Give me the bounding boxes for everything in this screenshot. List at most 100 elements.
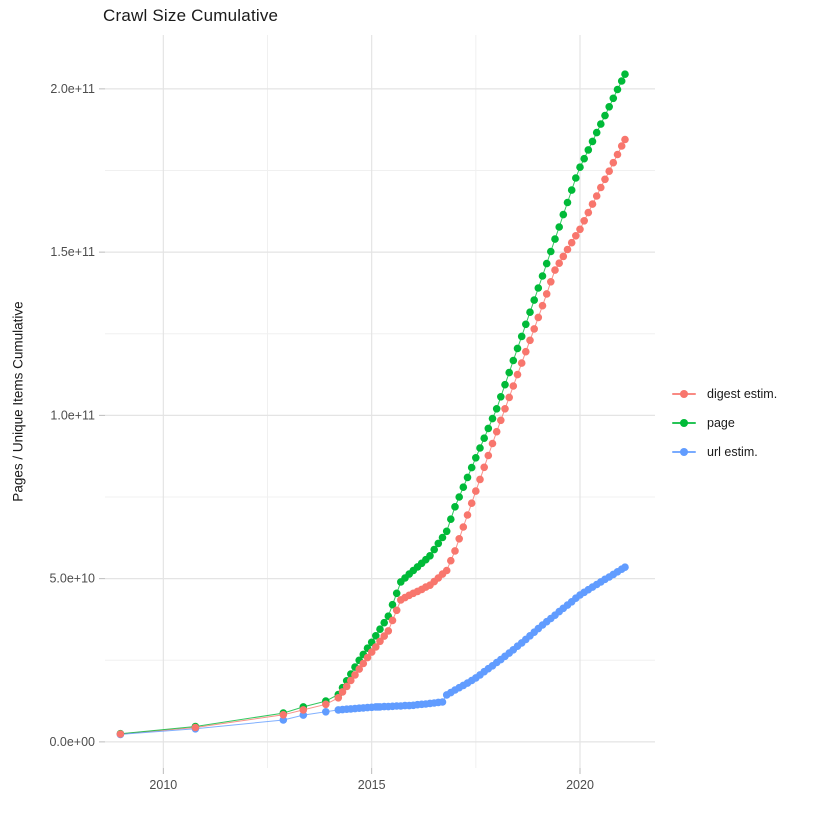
data-point-page: [584, 146, 593, 154]
data-point-digest-estim-: [488, 439, 497, 448]
data-point-digest-estim-: [342, 682, 351, 691]
data-point-page: [567, 186, 576, 194]
data-point-page: [388, 600, 397, 609]
data-point-digest-estim-: [467, 499, 476, 508]
legend-key-dot: [680, 418, 688, 427]
chart-title: Crawl Size Cumulative: [103, 6, 279, 25]
data-point-page: [547, 247, 555, 256]
data-point-digest-estim-: [472, 487, 480, 495]
data-point-digest-estim-: [455, 535, 464, 543]
data-point-page: [488, 414, 497, 423]
data-point-digest-estim-: [347, 676, 355, 685]
data-point-url-estim-: [299, 711, 308, 719]
data-point-page: [609, 94, 618, 103]
data-point-url-estim-: [438, 698, 447, 706]
data-point-page: [434, 539, 443, 548]
data-point-digest-estim-: [621, 135, 629, 144]
data-point-page: [538, 272, 547, 280]
data-point-digest-estim-: [601, 175, 609, 184]
data-point-page: [476, 444, 484, 452]
data-point-digest-estim-: [526, 336, 534, 345]
data-point-digest-estim-: [322, 700, 330, 709]
data-point-digest-estim-: [363, 653, 372, 662]
data-point-page: [451, 503, 459, 511]
data-point-digest-estim-: [484, 451, 493, 460]
legend-label: page: [707, 415, 735, 430]
data-point-digest-estim-: [392, 606, 401, 615]
data-point-page: [463, 473, 472, 482]
legend: digest estim. page url estim.: [672, 379, 777, 466]
y-tick-label: 5.0e+10: [49, 572, 95, 586]
legend-key-dot: [680, 389, 688, 398]
legend-label: url estim.: [707, 444, 758, 459]
y-tick-label: 0.0e+00: [49, 735, 95, 749]
data-point-digest-estim-: [538, 301, 547, 310]
data-point-digest-estim-: [563, 245, 572, 254]
data-point-page: [455, 493, 464, 501]
data-point-digest-estim-: [279, 711, 288, 719]
data-point-digest-estim-: [547, 278, 555, 286]
data-point-digest-estim-: [451, 547, 459, 555]
data-point-page: [372, 632, 380, 640]
data-point-digest-estim-: [501, 405, 509, 413]
data-point-digest-estim-: [338, 688, 347, 696]
data-point-page: [563, 198, 572, 207]
data-point-page: [588, 137, 597, 146]
data-point-digest-estim-: [572, 232, 580, 240]
data-point-page: [447, 515, 455, 523]
y-tick-label: 1.5e+11: [50, 245, 95, 259]
data-point-digest-estim-: [509, 382, 518, 390]
data-point-page: [392, 589, 401, 598]
data-point-page: [442, 527, 451, 536]
data-point-url-estim-: [279, 716, 288, 724]
data-point-page: [559, 210, 568, 219]
data-point-page: [430, 545, 439, 554]
data-point-url-estim-: [621, 563, 629, 571]
data-point-page: [526, 308, 534, 317]
data-point-digest-estim-: [542, 290, 551, 298]
data-point-digest-estim-: [559, 252, 568, 261]
data-point-page: [509, 356, 518, 365]
data-point-digest-estim-: [580, 217, 588, 225]
data-point-digest-estim-: [476, 475, 484, 484]
data-point-page: [501, 380, 509, 389]
legend-key-icon: [672, 416, 696, 430]
data-point-digest-estim-: [463, 511, 472, 519]
data-point-digest-estim-: [116, 730, 125, 738]
data-point-digest-estim-: [617, 142, 626, 150]
data-point-digest-estim-: [584, 208, 593, 217]
data-point-digest-estim-: [359, 659, 368, 668]
legend-key-icon: [672, 445, 696, 459]
data-point-page: [459, 483, 468, 492]
y-tick-label: 1.0e+11: [50, 408, 95, 422]
data-point-digest-estim-: [555, 259, 563, 268]
data-point-url-estim-: [322, 708, 330, 716]
data-point-page: [542, 259, 551, 268]
data-point-page: [617, 77, 626, 85]
y-tick-label: 2.0e+11: [50, 82, 95, 96]
data-point-page: [472, 454, 480, 462]
data-point-page: [576, 163, 584, 171]
data-point-page: [480, 434, 489, 443]
data-point-page: [376, 625, 384, 633]
data-point-digest-estim-: [191, 723, 200, 732]
data-point-digest-estim-: [609, 158, 618, 167]
data-point-digest-estim-: [355, 665, 364, 673]
data-point-page: [592, 128, 601, 137]
data-point-page: [555, 223, 563, 231]
data-point-page: [605, 103, 613, 111]
data-point-page: [530, 296, 538, 304]
data-point-digest-estim-: [334, 694, 343, 702]
data-point-digest-estim-: [299, 706, 308, 714]
data-point-digest-estim-: [522, 347, 530, 356]
x-tick-label: 2020: [566, 778, 594, 792]
data-point-digest-estim-: [513, 370, 522, 379]
legend-key-icon: [672, 387, 696, 401]
data-point-page: [572, 174, 580, 182]
data-point-page: [497, 393, 505, 401]
legend-key-dot: [680, 447, 688, 456]
data-point-page: [492, 405, 501, 413]
data-point-digest-estim-: [442, 566, 451, 575]
